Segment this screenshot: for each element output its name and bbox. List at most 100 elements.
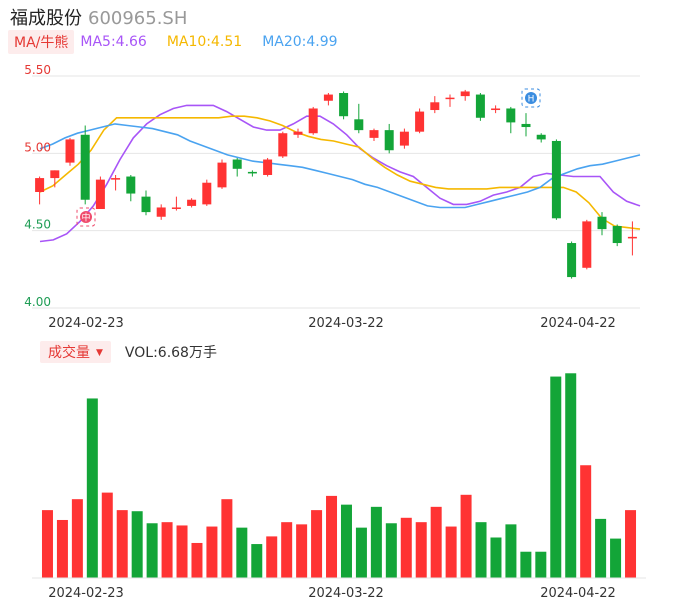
volume-bar <box>71 499 83 578</box>
volume-series <box>32 373 646 579</box>
candle <box>582 219 592 270</box>
candle <box>65 137 75 166</box>
candle <box>491 105 501 114</box>
y-tick-label: 4.50 <box>24 218 51 232</box>
volume-bar <box>191 542 203 578</box>
signal-marker-icon[interactable]: 中 <box>76 207 96 227</box>
candle <box>50 170 60 188</box>
volume-bar <box>311 510 323 578</box>
volume-value: VOL:6.68万手 <box>124 345 217 361</box>
candle <box>247 170 257 177</box>
ma-legend: MA/牛熊 MA5:4.66 MA10:4.51 MA20:4.99 <box>8 30 358 54</box>
candle <box>35 176 45 205</box>
candle <box>506 106 516 134</box>
volume-bar <box>161 522 173 578</box>
x-tick-label: 2024-04-22 <box>540 586 616 601</box>
stock-name: 福成股份 <box>10 8 82 29</box>
ma-lines <box>39 104 641 243</box>
candle <box>202 179 212 206</box>
volume-bar <box>221 499 233 578</box>
candle <box>369 128 379 141</box>
volume-bar <box>550 376 562 578</box>
volume-bar <box>281 522 293 578</box>
volume-bar <box>370 506 382 578</box>
price-date-axis: 2024-02-23 2024-03-22 2024-04-22 <box>48 316 616 331</box>
volume-bar <box>251 544 263 578</box>
volume-bar <box>296 524 308 578</box>
candle <box>354 103 364 134</box>
ma5-line <box>39 104 641 243</box>
candle <box>536 133 546 143</box>
candle <box>111 174 121 191</box>
candle <box>384 123 394 154</box>
volume-bar <box>116 510 128 578</box>
ma10-line <box>39 115 641 230</box>
candle <box>323 93 333 106</box>
volume-bar <box>415 522 427 578</box>
caret-down-icon: ▼ <box>96 348 103 358</box>
candle <box>597 212 607 236</box>
volume-bar <box>595 518 607 578</box>
volume-bar <box>505 524 517 578</box>
svg-text:中: 中 <box>81 212 90 224</box>
volume-bar <box>535 551 547 578</box>
volume-bar <box>400 517 412 578</box>
candle <box>95 176 105 210</box>
ma-indicator-selector[interactable]: MA/牛熊 <box>8 30 75 54</box>
volume-indicator-selector[interactable]: 成交量 ▼ <box>40 341 111 363</box>
volume-bar <box>520 551 532 578</box>
volume-bar <box>490 537 502 578</box>
volume-bar <box>460 494 472 578</box>
volume-bar <box>445 526 457 578</box>
candle <box>430 96 440 114</box>
candle <box>263 157 273 177</box>
y-tick-label: 4.00 <box>24 295 51 309</box>
ma5-label: MA5:4.66 <box>80 34 147 50</box>
volume-bar <box>146 523 158 578</box>
volume-date-axis: 2024-02-23 2024-03-22 2024-04-22 <box>48 586 616 601</box>
volume-bar <box>565 373 577 578</box>
candle <box>141 190 151 216</box>
volume-bar <box>56 519 68 578</box>
x-tick-label: 2024-02-23 <box>48 586 124 601</box>
candle <box>475 93 485 121</box>
volume-bar <box>580 465 592 578</box>
y-tick-label: 5.00 <box>24 140 51 154</box>
volume-bar <box>236 527 248 578</box>
volume-bar <box>131 511 143 578</box>
volume-legend: 成交量 ▼ VOL:6.68万手 <box>40 341 217 363</box>
candle <box>293 128 303 138</box>
candle <box>551 139 561 220</box>
candle <box>460 89 470 101</box>
ma20-line <box>39 123 641 209</box>
candlestick-series <box>35 89 637 279</box>
candle <box>187 198 197 208</box>
candle <box>278 131 288 158</box>
candle <box>80 125 90 205</box>
candle <box>232 157 242 177</box>
volume-bar <box>206 526 218 578</box>
x-tick-label: 2024-03-22 <box>308 586 384 601</box>
candle <box>612 224 622 247</box>
volume-bar <box>86 398 98 578</box>
signal-marker-icon[interactable]: H <box>521 88 541 108</box>
svg-text:H: H <box>528 95 535 105</box>
candle <box>156 204 166 220</box>
candle <box>415 108 425 134</box>
candle <box>308 106 318 135</box>
ma20-label: MA20:4.99 <box>262 34 338 50</box>
x-tick-label: 2024-04-22 <box>540 316 616 331</box>
candle <box>567 241 577 279</box>
x-tick-label: 2024-03-22 <box>308 316 384 331</box>
volume-bar <box>326 495 338 578</box>
candle <box>217 159 227 189</box>
candle <box>339 91 349 120</box>
stock-code: 600965.SH <box>88 8 188 29</box>
candle <box>445 94 455 107</box>
volume-bar <box>430 506 442 578</box>
volume-bar <box>610 538 622 578</box>
volume-bar <box>475 522 487 578</box>
volume-bar <box>385 523 397 578</box>
y-tick-label: 5.50 <box>24 63 51 77</box>
